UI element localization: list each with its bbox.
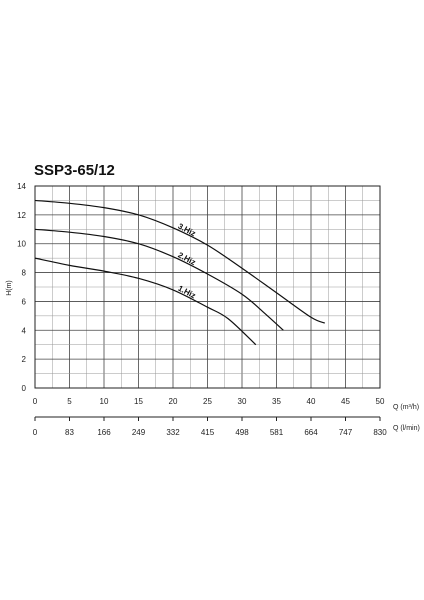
y-tick-label: 6 bbox=[22, 297, 27, 306]
x2-tick-label: 747 bbox=[339, 428, 353, 437]
plot-frame bbox=[34, 185, 381, 389]
curve-2 bbox=[34, 228, 284, 331]
curve-labels: 3.Hiz 2.Hiz 1.Hiz bbox=[176, 222, 197, 301]
x-tick-label: 0 bbox=[33, 397, 38, 406]
y-tick-label: 14 bbox=[17, 182, 26, 191]
x-tick-label: 20 bbox=[169, 397, 178, 406]
curves bbox=[34, 199, 326, 346]
x-tick-label: 45 bbox=[341, 397, 350, 406]
x2-tick-label: 581 bbox=[270, 428, 284, 437]
grid bbox=[34, 185, 381, 389]
x-tick-label: 25 bbox=[203, 397, 212, 406]
x2-tick-label: 83 bbox=[65, 428, 74, 437]
x-tick-label: 50 bbox=[376, 397, 385, 406]
x2-tick-label: 830 bbox=[373, 428, 387, 437]
y-axis-ticks: 0 2 4 6 8 10 12 14 bbox=[17, 182, 26, 393]
curve-label: 3.Hiz bbox=[176, 222, 197, 239]
curve-3 bbox=[34, 257, 257, 346]
y-tick-label: 12 bbox=[17, 211, 26, 220]
x2-tick-label: 332 bbox=[166, 428, 180, 437]
x-tick-label: 15 bbox=[134, 397, 143, 406]
chart-title: SSP3-65/12 bbox=[34, 162, 115, 179]
y-tick-label: 10 bbox=[17, 240, 26, 249]
curve-1 bbox=[34, 199, 326, 324]
y-tick-label: 8 bbox=[22, 269, 27, 278]
y-tick-label: 2 bbox=[22, 355, 27, 364]
curve-label: 1.Hiz bbox=[176, 284, 197, 301]
x-tick-label: 10 bbox=[100, 397, 109, 406]
y-axis-label: H(m) bbox=[6, 280, 13, 296]
x2-tick-label: 166 bbox=[97, 428, 111, 437]
x2-tick-label: 664 bbox=[304, 428, 318, 437]
x2-tick-label: 415 bbox=[201, 428, 215, 437]
x-tick-label: 5 bbox=[67, 397, 72, 406]
x-axis-label: Q (m³/h) bbox=[393, 404, 419, 411]
x2-tick-label: 498 bbox=[235, 428, 249, 437]
x2-axis-label: Q (l/min) bbox=[393, 425, 420, 432]
curve-label: 2.Hiz bbox=[176, 250, 197, 267]
x-tick-label: 40 bbox=[307, 397, 316, 406]
x2-tick-label: 249 bbox=[132, 428, 146, 437]
y-tick-label: 4 bbox=[22, 326, 27, 335]
x2-axis-ticks: 0 83 166 249 332 415 498 581 664 747 830 bbox=[33, 416, 387, 437]
x2-tick-label: 0 bbox=[33, 428, 38, 437]
x-tick-label: 30 bbox=[238, 397, 247, 406]
y-tick-label: 0 bbox=[22, 384, 27, 393]
x-axis-ticks: 0 5 10 15 20 25 30 35 40 45 50 bbox=[33, 397, 385, 406]
x-tick-label: 35 bbox=[272, 397, 281, 406]
